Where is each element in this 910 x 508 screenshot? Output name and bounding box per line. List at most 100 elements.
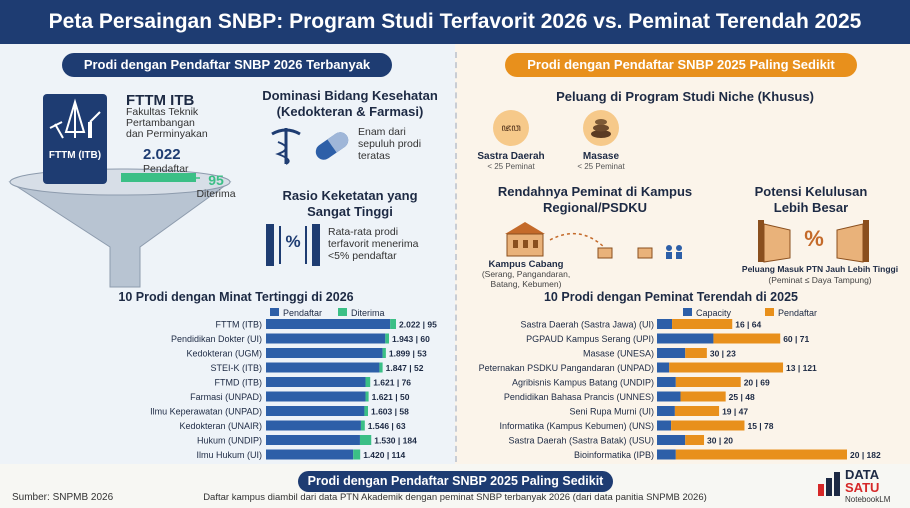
bar-diterima bbox=[353, 449, 361, 460]
value-label: 1.546 | 63 bbox=[368, 421, 406, 431]
value-label: 20 | 69 bbox=[744, 378, 770, 388]
bar-pendaftar bbox=[685, 435, 705, 445]
value-label: 25 | 48 bbox=[729, 392, 755, 402]
bar-capacity bbox=[657, 406, 675, 416]
health-icons bbox=[271, 128, 349, 165]
page-title: Peta Persaingan SNBP: Program Studi Terf… bbox=[48, 10, 862, 33]
bar-diterima bbox=[365, 377, 371, 387]
legend-swatch bbox=[270, 308, 279, 316]
source-note: Sumber: SNPMB 2026 bbox=[12, 492, 114, 503]
ratio-text: Rata-rata prodi terfavorit menerima <5% … bbox=[328, 226, 419, 262]
value-label: 1.847 | 52 bbox=[386, 363, 424, 373]
funnel-name: FTTM ITB bbox=[126, 92, 195, 109]
bar-pendaftar bbox=[266, 391, 366, 402]
bar-diterima bbox=[385, 333, 389, 344]
bar-diterima bbox=[365, 391, 369, 402]
category-label: Masase (UNESA) bbox=[583, 349, 654, 359]
legend-label: Capacity bbox=[696, 308, 732, 318]
category-label: FTMD (ITB) bbox=[215, 378, 263, 388]
bar-diterima bbox=[360, 420, 365, 431]
fttm-badge bbox=[43, 94, 107, 184]
bar-capacity bbox=[657, 420, 672, 431]
legend-swatch bbox=[765, 308, 774, 316]
funnel-desc: Fakultas Teknik Pertambangan dan Perminy… bbox=[126, 106, 208, 140]
value-label: 16 | 64 bbox=[735, 320, 761, 330]
logo-sub: NotebookLM bbox=[845, 495, 891, 504]
category-label: Seni Rupa Murni (UI) bbox=[569, 407, 654, 417]
category-label: STEI-K (ITB) bbox=[211, 363, 263, 373]
logo-text: DATA SATU bbox=[845, 467, 880, 495]
category-label: FTTM (ITB) bbox=[216, 320, 263, 330]
chart-top-programs: 10 Prodi dengan Minat Tertinggi di 2026 P… bbox=[118, 290, 437, 460]
value-label: 1.621 | 50 bbox=[372, 392, 410, 402]
value-label: 30 | 20 bbox=[707, 436, 733, 446]
bar-pendaftar bbox=[266, 348, 383, 358]
right-section-pill: Prodi dengan Pendaftar SNBP 2025 Paling … bbox=[505, 53, 857, 77]
open-gate-icon bbox=[758, 220, 869, 263]
niche-item2-name: Masase bbox=[582, 151, 620, 162]
category-label: Pendidikan Dokter (UI) bbox=[171, 334, 262, 344]
value-label: 1.899 | 53 bbox=[389, 349, 427, 359]
accepted-band bbox=[121, 173, 196, 182]
value-label: 1.420 | 114 bbox=[363, 450, 405, 460]
legend-label: Diterima bbox=[351, 308, 385, 318]
bar-pendaftar bbox=[675, 377, 741, 387]
regional-illustration bbox=[505, 222, 682, 259]
campus-building-icon bbox=[505, 222, 545, 234]
fttm-badge-label: FTTM (ITB) bbox=[48, 150, 102, 161]
bottom-pill: Prodi dengan Pendaftar SNBP 2025 Paling … bbox=[298, 471, 613, 492]
applicants-value: 2.022 bbox=[143, 146, 181, 163]
category-label: Hukum (UNDIP) bbox=[197, 436, 262, 446]
bar-pendaftar bbox=[713, 333, 781, 344]
applicants-label: Pendaftar bbox=[143, 163, 189, 175]
bar-capacity bbox=[657, 348, 686, 358]
percent-icon: % bbox=[285, 232, 301, 251]
bar-pendaftar bbox=[675, 449, 847, 460]
category-label: Kedokteran (UNAIR) bbox=[179, 421, 262, 431]
bar-pendaftar bbox=[680, 391, 726, 402]
small-campus-icon bbox=[597, 247, 613, 259]
bar-pendaftar bbox=[669, 362, 784, 373]
footer-note: Daftar kampus diambil dari data PTN Akad… bbox=[203, 492, 707, 503]
percent-icon: % bbox=[804, 226, 824, 251]
ratio-title: Rasio Keketatan yang Sangat Tinggi bbox=[282, 188, 418, 219]
bar-capacity bbox=[657, 333, 714, 344]
category-label: Agribisnis Kampus Batang (UNDIP) bbox=[512, 378, 654, 388]
bar-pendaftar bbox=[266, 319, 391, 329]
left-section-pill: Prodi dengan Pendaftar SNBP 2026 Terbany… bbox=[62, 53, 392, 77]
health-text: Enam dari sepuluh prodi teratas bbox=[358, 126, 422, 162]
legend-swatch bbox=[683, 308, 692, 316]
bar-pendaftar bbox=[685, 348, 707, 358]
bar-capacity bbox=[657, 435, 686, 445]
javanese-script-icon bbox=[493, 110, 529, 146]
niche-item2-note: < 25 Peminat bbox=[577, 162, 625, 171]
value-label: 15 | 78 bbox=[747, 421, 773, 431]
category-label: Sastra Daerah (Sastra Jawa) (UI) bbox=[520, 320, 654, 330]
chance-text-2: (Peminat ≤ Daya Tampung) bbox=[768, 275, 872, 285]
value-label: 13 | 121 bbox=[786, 363, 817, 373]
value-label: 2.022 | 95 bbox=[399, 320, 437, 330]
category-label: PGPAUD Kampus Serang (UPI) bbox=[526, 334, 654, 344]
legend-swatch bbox=[338, 308, 347, 316]
chart-lowest-programs: 10 Prodi dengan Peminat Terendah di 2025… bbox=[479, 290, 881, 460]
pickaxe-icon bbox=[54, 123, 64, 139]
value-label: 60 | 71 bbox=[783, 334, 809, 344]
bar-capacity bbox=[657, 319, 673, 329]
bar-pendaftar bbox=[674, 406, 720, 416]
niche-item1-note: < 25 Peminat bbox=[487, 162, 535, 171]
niche-icons bbox=[493, 110, 619, 146]
bar-pendaftar bbox=[266, 449, 354, 460]
regional-label: Kampus Cabang bbox=[488, 259, 564, 270]
category-label: Ilmu Keperawatan (UNPAD) bbox=[150, 407, 262, 417]
bar-pendaftar bbox=[672, 319, 733, 329]
value-label: 20 | 182 bbox=[850, 450, 881, 460]
legend-label: Pendaftar bbox=[778, 308, 817, 318]
category-label: Informatika (Kampus Kebumen) (UNS) bbox=[499, 421, 654, 431]
bar-diterima bbox=[382, 348, 386, 358]
bar-capacity bbox=[657, 377, 676, 387]
accepted-value: 95 bbox=[208, 172, 224, 188]
people-icon bbox=[666, 245, 672, 251]
bar-diterima bbox=[379, 362, 383, 373]
pump-jack-icon bbox=[89, 111, 101, 123]
niche-item1-name: Sastra Daerah bbox=[477, 151, 545, 162]
